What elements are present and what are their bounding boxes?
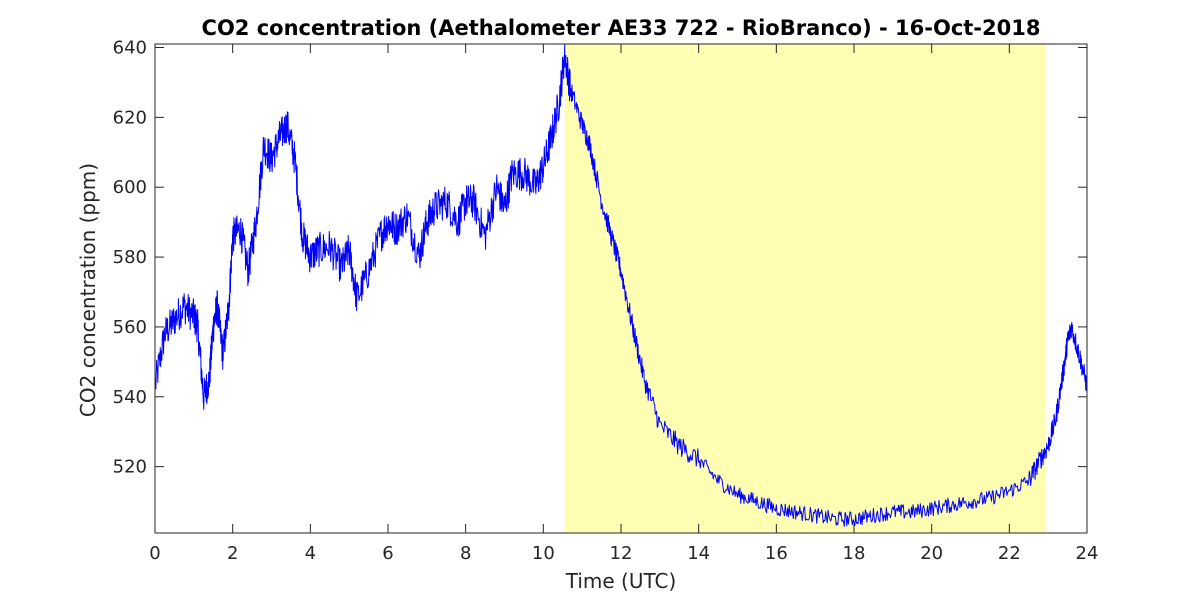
y-tick-label: 540	[113, 387, 147, 408]
x-tick-label: 6	[382, 543, 393, 564]
series-line-0	[154, 43, 1088, 527]
shaded-region	[564, 44, 1047, 533]
y-tick-label: 520	[113, 457, 147, 478]
x-tick-label: 2	[227, 543, 238, 564]
y-axis-label: CO2 concentration (ppm)	[76, 163, 100, 417]
y-tick-label: 620	[113, 107, 147, 128]
series-layer	[154, 43, 1088, 527]
y-tick-label: 640	[113, 37, 147, 58]
x-tick-label: 24	[1076, 543, 1099, 564]
x-tick-label: 14	[687, 543, 710, 564]
x-tick-label: 0	[149, 543, 160, 564]
x-tick-label: 22	[998, 543, 1021, 564]
x-tick-label: 18	[843, 543, 866, 564]
x-tick-label: 16	[765, 543, 788, 564]
x-tick-label: 20	[920, 543, 943, 564]
x-tick-label: 10	[532, 543, 555, 564]
x-tick-label: 12	[610, 543, 633, 564]
ticks-layer: 0 2 4 6 8 10 12 14 16 18 20 22 245205405605806006206…	[113, 37, 1099, 564]
y-tick-label: 600	[113, 177, 147, 198]
x-tick-label: 8	[460, 543, 471, 564]
y-tick-label: 560	[113, 317, 147, 338]
x-tick-label: 4	[305, 543, 316, 564]
x-axis-label: Time (UTC)	[565, 569, 677, 593]
y-tick-label: 580	[113, 247, 147, 268]
chart-title: CO2 concentration (Aethalometer AE33 722…	[202, 16, 1041, 40]
